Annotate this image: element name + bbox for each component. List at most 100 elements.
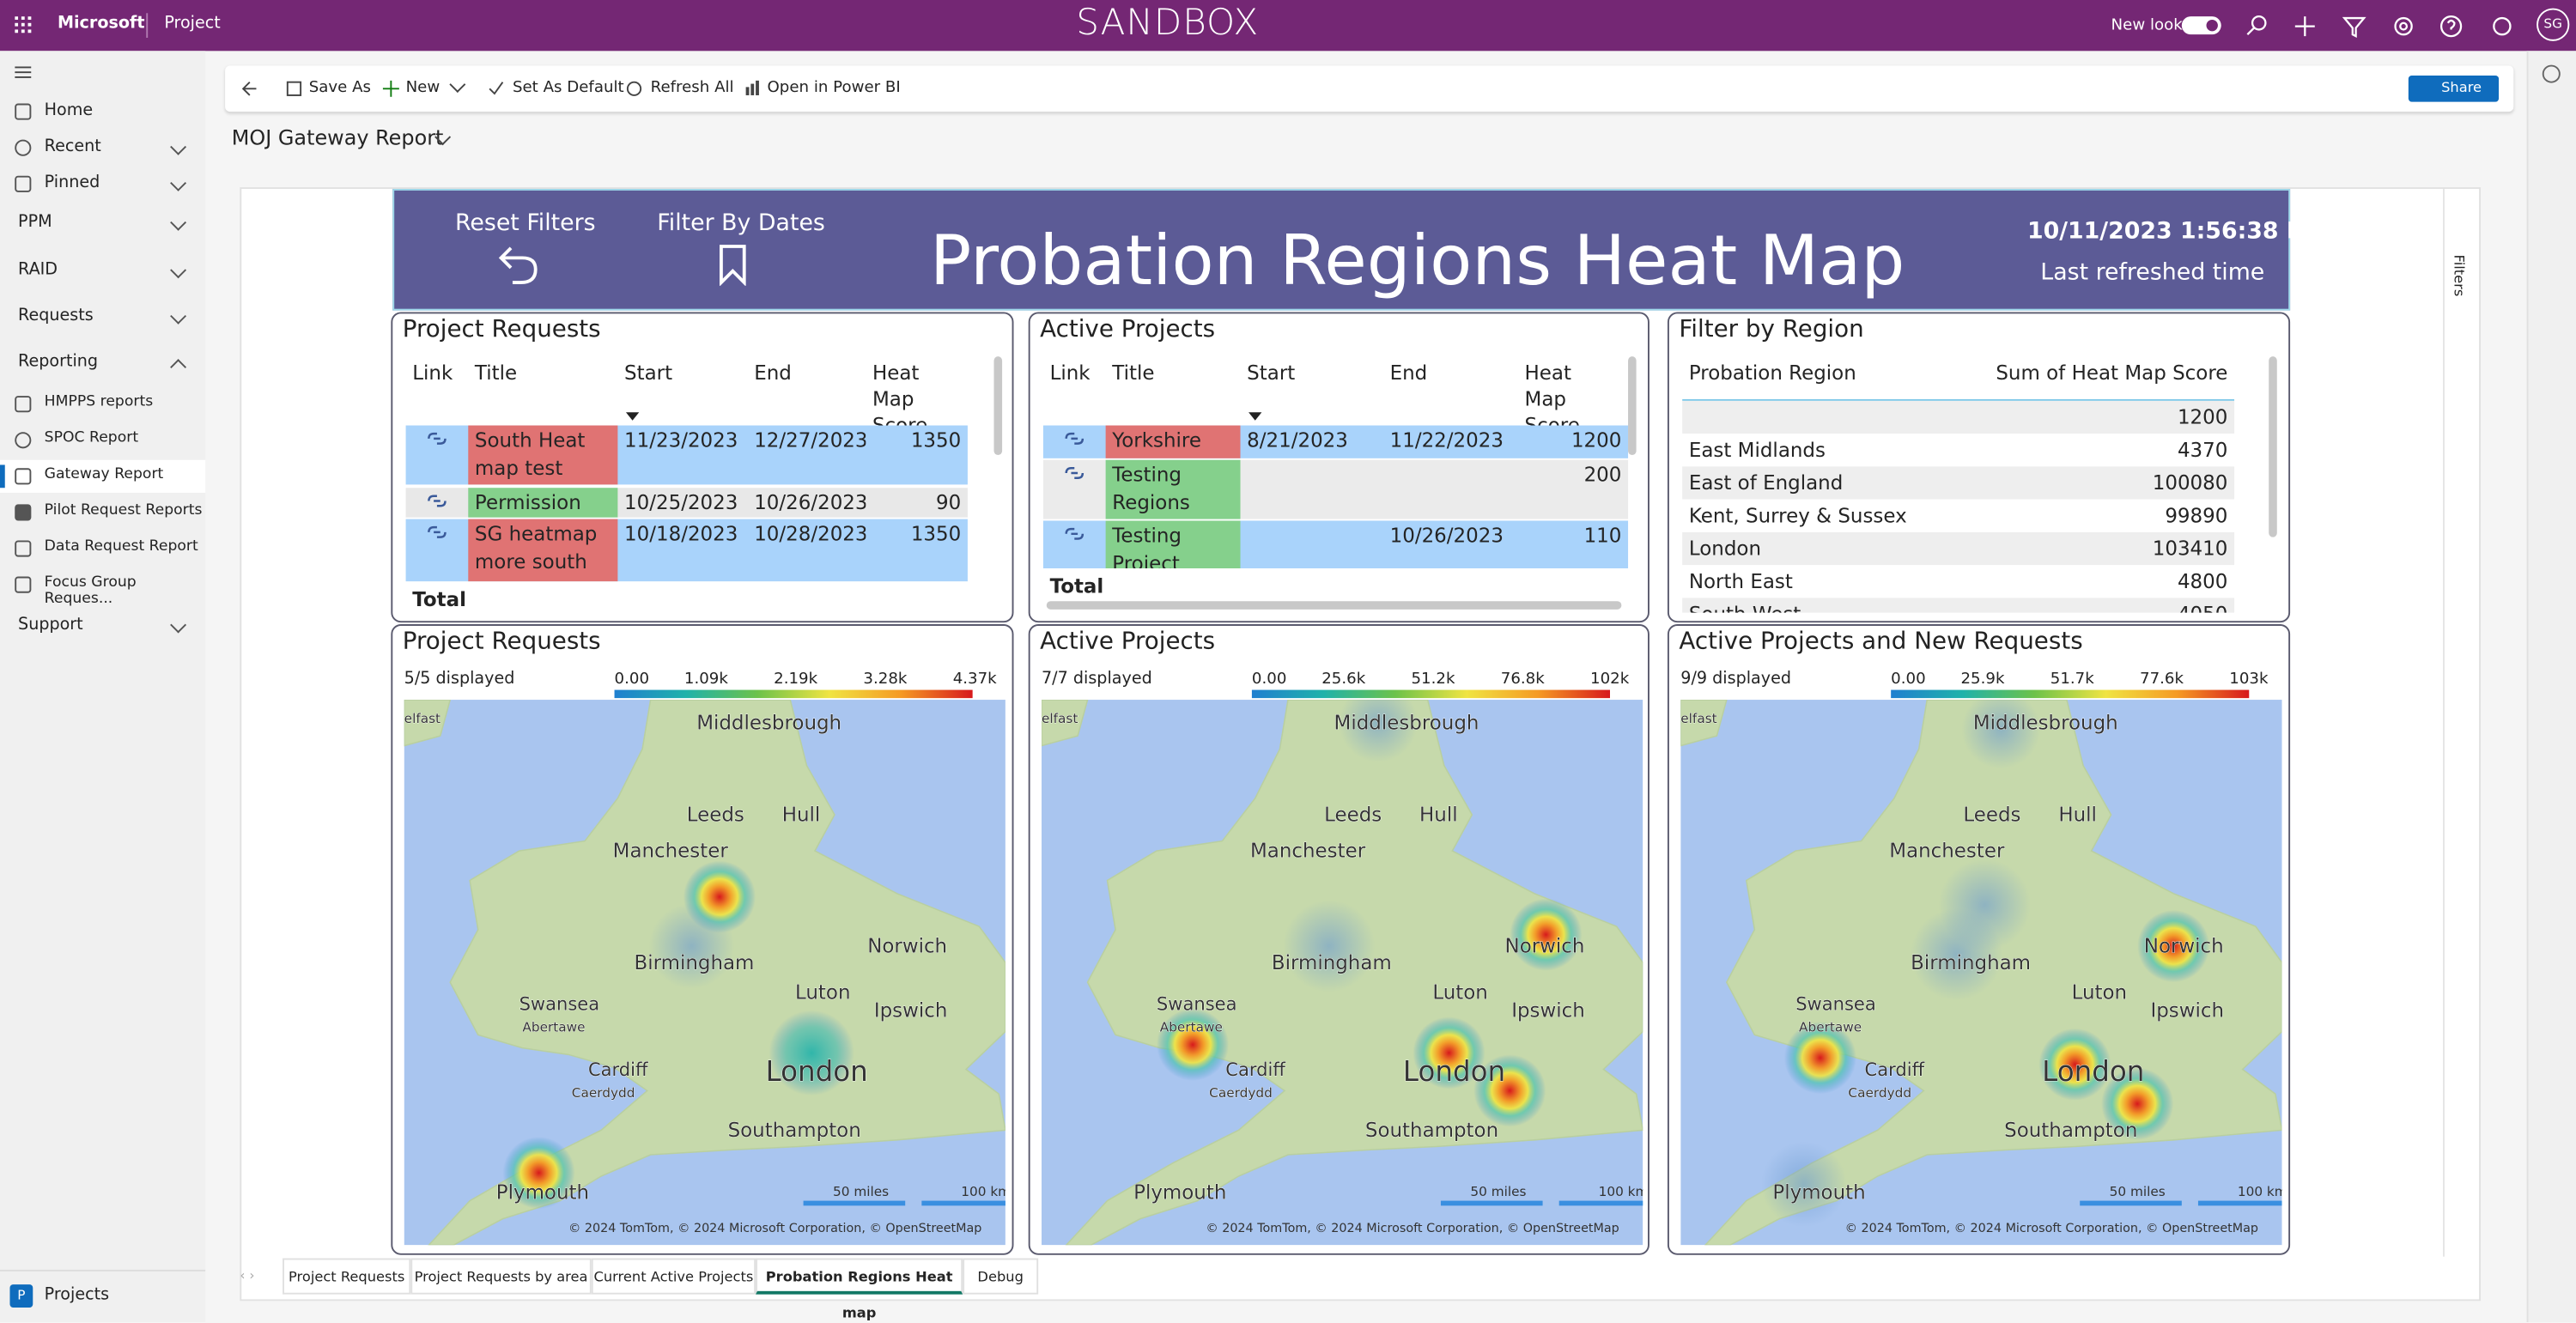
nav-item[interactable]: Pilot Request Reports — [0, 496, 205, 529]
table-cell: SG heatmap more south — [468, 519, 618, 582]
nav-item[interactable]: Recent — [0, 131, 205, 164]
table-row[interactable]: North East 4800 — [1682, 565, 2235, 598]
copilot-icon[interactable] — [2542, 64, 2561, 84]
table-row[interactable]: Kent, Surrey & Sussex 99890 — [1682, 499, 2235, 532]
new-chevron[interactable] — [449, 76, 466, 94]
nav-label: SPOC Report — [44, 430, 139, 447]
nav-group[interactable]: PPM — [0, 207, 205, 240]
city-label: Plymouth — [1772, 1182, 1865, 1205]
city-label: Luton — [795, 981, 850, 1004]
nav-label: Requests — [18, 306, 94, 325]
page-tab-active[interactable]: Probation Regions Heat map — [756, 1258, 963, 1322]
link-icon — [1065, 432, 1084, 445]
nav-group[interactable]: Reporting — [0, 347, 205, 379]
scale-label: 50 miles — [1470, 1184, 1526, 1199]
scale-label: 50 miles — [2110, 1184, 2166, 1199]
reset-filters-button[interactable]: Reset Filters — [454, 209, 596, 237]
report-title[interactable]: MOJ Gateway Report — [231, 124, 444, 150]
table-row[interactable]: Permission Test 10/25/2023 10/26/2023 90 — [405, 488, 968, 518]
toggle[interactable] — [2181, 16, 2221, 35]
scale-label: 50 miles — [833, 1184, 889, 1199]
open-powerbi-button[interactable]: Open in Power BI — [767, 78, 901, 97]
scrollbar[interactable] — [2269, 356, 2277, 537]
page-tab[interactable]: Debug — [963, 1258, 1039, 1295]
nav-group[interactable]: RAID — [0, 255, 205, 288]
table-row[interactable]: London 103410 — [1682, 531, 2235, 566]
table-row[interactable]: 1200 — [1682, 400, 2235, 434]
legend-bar — [614, 689, 973, 699]
reset-icon[interactable] — [498, 243, 541, 286]
filter-dates-button[interactable]: Filter By Dates — [657, 209, 825, 237]
sidebar: Home Recent Pinned PPM RAID Requests Rep… — [0, 51, 206, 1323]
map-visual: Active Projects 7/7 displayed 0.00 25.6k 51.… — [1028, 624, 1649, 1255]
scale-label: 100 km — [1599, 1184, 1643, 1199]
nav-item[interactable]: Pinned — [0, 167, 205, 200]
save-as-button[interactable]: Save As — [308, 78, 372, 97]
table-row[interactable]: Testing Regions Flow 200 — [1042, 459, 1629, 519]
app-launcher[interactable] — [15, 16, 33, 34]
link-icon — [1065, 467, 1084, 480]
table-row[interactable]: East of England 100080 — [1682, 466, 2235, 500]
scrollbar[interactable] — [1628, 356, 1637, 455]
set-default-button[interactable]: Set As Default — [512, 78, 624, 97]
legend-label: 25.6k — [1321, 670, 1366, 689]
table-cell: 10/25/2023 — [624, 491, 738, 514]
nav-group[interactable]: Requests — [0, 300, 205, 333]
table-row[interactable]: Testing Project 10/26/2023 110 — [1042, 520, 1629, 568]
column-header: Sum of Heat Map Score — [1996, 361, 2228, 385]
legend-label: 1.09k — [683, 670, 728, 689]
page-tab[interactable]: Current Active Projects — [591, 1258, 756, 1295]
nav-group[interactable]: Support — [0, 610, 205, 642]
table-row[interactable]: South West4050 — [1682, 598, 2235, 613]
city-label: Norwich — [867, 936, 947, 958]
table-row[interactable]: SG heatmap more south 10/18/2023 10/28/202… — [405, 519, 968, 582]
nav-label: RAID — [18, 261, 58, 280]
table-row[interactable]: Yorkshire test8/21/2023 11/22/2023 1200 — [1042, 425, 1629, 458]
heat-blob — [1413, 1017, 1485, 1089]
scrollbar[interactable] — [993, 356, 1003, 455]
nav-label: Data Request Report — [44, 538, 198, 555]
bookmark-icon[interactable] — [716, 243, 749, 286]
avatar[interactable]: SG — [2537, 8, 2570, 41]
legend-label: 25.9k — [1960, 670, 2005, 689]
share-button[interactable]: Share — [2408, 76, 2500, 102]
table-cell: 10/28/2023 — [754, 522, 866, 546]
page-tab[interactable]: Project Requests by area — [410, 1258, 592, 1295]
nav-item[interactable]: HMPPS reports — [0, 388, 205, 421]
legend-label: 0.00 — [614, 670, 650, 689]
table-row[interactable]: East Midlands 4370 — [1682, 434, 2235, 467]
table-cell: 8/21/2023 — [1247, 428, 1348, 452]
tab-nav[interactable]: ‹ › — [240, 1268, 255, 1284]
city-label: Birmingham — [1272, 952, 1392, 974]
table-cell: 4050 — [2011, 599, 2234, 612]
nav-item[interactable]: Home — [0, 95, 205, 128]
table-cell: Kent, Surrey & Sussex — [1688, 504, 1907, 528]
top-icons[interactable] — [2243, 13, 2522, 39]
refresh-button[interactable]: Refresh All — [650, 78, 734, 97]
nav-item[interactable]: SPOC Report — [0, 424, 205, 457]
menu-icon[interactable] — [15, 66, 32, 79]
city-label: Abertawe — [522, 1020, 585, 1035]
page-tab[interactable]: Project Requests — [283, 1258, 411, 1295]
area-switcher[interactable]: Projects — [44, 1286, 110, 1305]
table-row[interactable]: South Heat map test 11/23/2023 12/27/2023 1… — [405, 425, 968, 485]
save-icon — [286, 81, 302, 96]
nav-label: HMPPS reports — [44, 394, 154, 411]
column-header: Probation Region — [1688, 361, 1856, 385]
nav-item-selected[interactable]: Gateway Report — [0, 459, 206, 493]
city-label: Middlesbrough — [696, 712, 841, 734]
link-glyph — [428, 432, 447, 445]
back-button[interactable] — [241, 81, 258, 97]
nav-label: PPM — [18, 213, 52, 232]
city-label: Ipswich — [1511, 999, 1585, 1022]
scrollbar[interactable] — [1046, 601, 1622, 610]
total-row: Total — [412, 587, 466, 611]
app-name[interactable]: Project — [164, 15, 221, 33]
nav-item[interactable]: Data Request Report — [0, 532, 205, 565]
scale-label: 100 km — [2238, 1184, 2282, 1199]
new-button[interactable]: New — [405, 78, 440, 97]
filters-pane[interactable]: Filters — [2443, 189, 2478, 1257]
nav-item[interactable]: Focus Group Reques... — [0, 568, 205, 608]
city-label: elfast — [1042, 711, 1078, 726]
